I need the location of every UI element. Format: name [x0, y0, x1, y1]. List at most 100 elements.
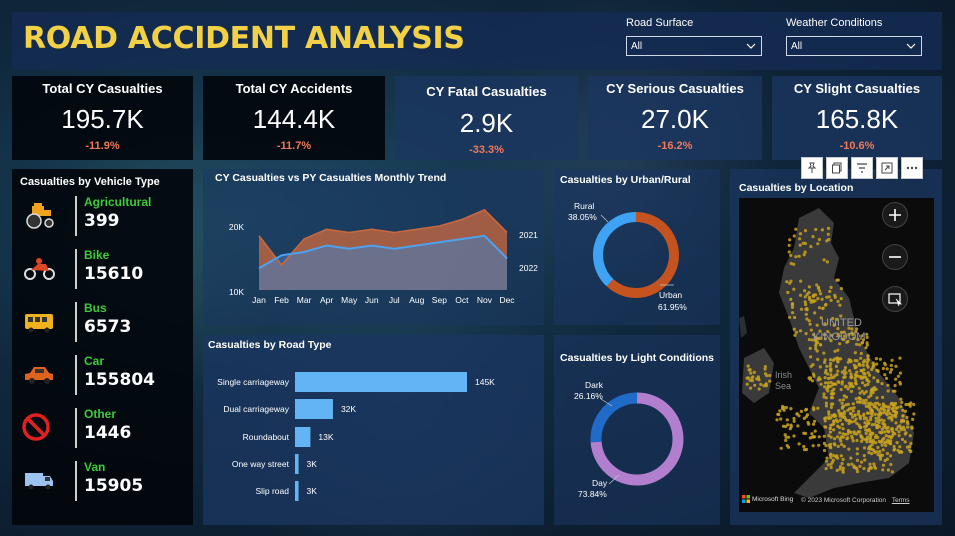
casualty-point	[836, 278, 840, 282]
casualty-point	[838, 437, 842, 441]
focus-mode-button[interactable]	[876, 157, 898, 179]
casualty-point	[785, 280, 789, 284]
casualty-point	[816, 297, 820, 301]
casualty-point	[886, 383, 890, 387]
copyright-text: © 2023 Microsoft Corporation	[801, 497, 886, 504]
casualty-point	[827, 412, 831, 416]
casualty-point	[875, 396, 879, 400]
casualty-point	[880, 406, 884, 410]
casualty-point	[857, 410, 861, 414]
casualty-point	[851, 385, 855, 389]
bar[interactable]	[295, 427, 311, 447]
casualty-point	[832, 323, 836, 327]
bar[interactable]	[295, 399, 333, 419]
more-options-button[interactable]	[901, 157, 923, 179]
casualty-point	[841, 427, 845, 431]
casualty-point	[845, 437, 849, 441]
copy-button[interactable]	[826, 157, 848, 179]
casualty-point	[865, 341, 869, 345]
casualty-point	[805, 317, 809, 321]
terms-link[interactable]: Terms	[891, 497, 910, 504]
casualty-point	[816, 357, 820, 361]
location-card[interactable]: Casualties by Location UNITED KINGDOM Ir…	[730, 169, 942, 525]
casualty-point	[901, 414, 905, 418]
vehicle-row-other[interactable]: Other 1446	[12, 406, 192, 452]
casualty-point	[865, 332, 869, 336]
vehicle-row-van[interactable]: Van 15905	[12, 459, 192, 505]
casualty-point	[810, 298, 814, 303]
casualty-point	[855, 359, 859, 363]
casualty-point	[856, 430, 860, 434]
casualty-point	[860, 389, 864, 393]
casualty-point	[875, 450, 879, 454]
zoom-in-button[interactable]	[882, 202, 908, 228]
casualty-point	[858, 343, 862, 347]
casualty-point	[901, 425, 906, 429]
casualty-point	[802, 431, 806, 435]
urban-rural-card[interactable]: Casualties by Urban/Rural Rural 38.05% U…	[554, 169, 720, 325]
casualty-point	[840, 382, 844, 386]
casualty-point	[841, 457, 845, 461]
y-tick-10k: 10K	[229, 287, 244, 297]
vehicle-row-bike[interactable]: Bike 15610	[12, 247, 192, 293]
card-title: Casualties by Light Conditions	[560, 352, 715, 364]
casualty-point	[896, 448, 900, 452]
casualty-point	[863, 437, 868, 442]
casualty-point	[785, 418, 789, 422]
casualty-point	[881, 463, 886, 467]
casualty-point	[817, 237, 821, 242]
pin-button[interactable]	[801, 157, 823, 179]
vehicle-row-agricultural[interactable]: Agricultural 399	[12, 194, 192, 240]
casualty-point	[896, 374, 900, 378]
bar-value-label: 3K	[307, 486, 318, 496]
light-conditions-card[interactable]: Casualties by Light Conditions Dark 26.1…	[554, 335, 720, 525]
casualty-point	[768, 373, 772, 378]
casualty-point	[822, 441, 826, 445]
vehicle-name: Agricultural	[84, 195, 152, 209]
monthly-trend-card[interactable]: CY Casualties vs PY Casualties Monthly T…	[203, 169, 544, 325]
x-tick-label: Sep	[432, 295, 447, 305]
bar[interactable]	[295, 372, 467, 392]
casualty-point	[876, 445, 880, 450]
casualty-point	[827, 295, 831, 299]
casualty-point	[822, 258, 826, 262]
vehicle-row-bus[interactable]: Bus 6573	[12, 300, 192, 346]
casualty-point	[876, 369, 880, 374]
weather-dropdown[interactable]: All	[786, 36, 922, 56]
casualty-point	[880, 443, 884, 447]
casualty-point	[807, 422, 811, 426]
select-area-button[interactable]	[882, 286, 908, 312]
road-surface-dropdown[interactable]: All	[626, 36, 762, 56]
bar[interactable]	[295, 481, 299, 501]
casualty-point	[888, 370, 892, 374]
map-canvas[interactable]: UNITED KINGDOM Irish Sea Microsoft Bing …	[739, 198, 934, 512]
casualty-point	[824, 404, 828, 408]
more-icon	[906, 166, 918, 170]
casualty-point	[810, 432, 814, 436]
casualty-point	[848, 369, 852, 373]
kpi-fatal-casualties: CY Fatal Casualties 2.9K -33.3%	[395, 76, 578, 160]
casualty-point	[789, 423, 793, 427]
casualty-point	[886, 408, 891, 412]
casualty-point	[883, 363, 887, 367]
casualty-point	[823, 385, 827, 389]
casualty-point	[792, 434, 796, 438]
casualty-point	[827, 434, 831, 438]
road-type-card[interactable]: Casualties by Road Type Single carriagew…	[203, 335, 544, 525]
bar[interactable]	[295, 454, 299, 474]
casualty-point	[809, 245, 813, 249]
filter-button[interactable]	[851, 157, 873, 179]
zoom-out-button[interactable]	[882, 244, 908, 270]
casualty-point	[879, 457, 883, 461]
casualty-point	[863, 421, 867, 425]
casualty-point	[828, 367, 833, 372]
casualty-point	[873, 388, 877, 392]
vehicle-row-car[interactable]: Car 155804	[12, 353, 192, 399]
bus-icon	[25, 314, 53, 333]
casualty-point	[862, 391, 866, 396]
casualty-point	[811, 363, 815, 367]
casualty-point	[906, 402, 911, 407]
vehicle-count: 6573	[84, 317, 132, 337]
casualty-point	[803, 289, 807, 293]
casualty-point	[884, 411, 888, 415]
